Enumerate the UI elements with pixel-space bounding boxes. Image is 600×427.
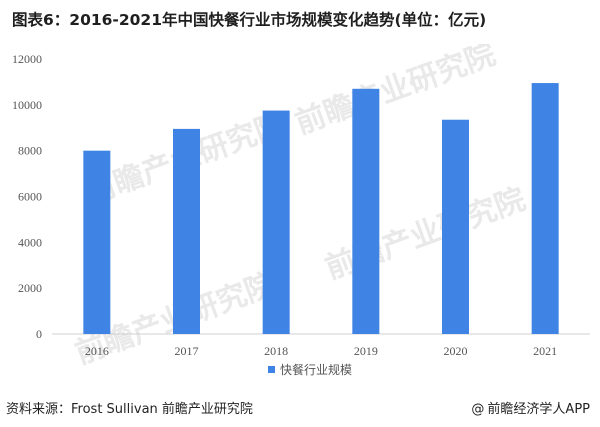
x-tick-label: 2020	[444, 344, 468, 358]
bars-group	[83, 83, 559, 335]
y-tick-label: 2000	[18, 281, 42, 295]
y-tick-label: 4000	[18, 235, 42, 249]
legend: 快餐行业规模	[268, 362, 352, 377]
brand-name: 前瞻经济学人APP	[487, 402, 590, 417]
footer: 资料来源：Frost Sullivan 前瞻产业研究院 @ 前瞻经济学人APP	[6, 398, 590, 418]
bar-2018	[262, 110, 290, 334]
brand-symbol: @	[471, 402, 485, 417]
y-tick-label: 0	[36, 327, 42, 341]
bar-2019	[352, 88, 380, 334]
x-tick-label: 2017	[175, 344, 199, 358]
chart-title: 图表6：2016-2021年中国快餐行业市场规模变化趋势(单位：亿元)	[12, 11, 487, 29]
bar-2020	[442, 119, 469, 335]
y-tick-label: 8000	[18, 144, 42, 158]
x-tick-label: 2016	[85, 344, 109, 358]
x-tick-label: 2021	[533, 344, 557, 358]
bar-2021	[531, 83, 559, 334]
y-tick-label: 10000	[12, 98, 42, 112]
y-tick-label: 6000	[18, 190, 42, 204]
bar-chart: 前瞻产业研究院前瞻产业研究院前瞻产业研究院前瞻产业研究院 02000400060…	[12, 44, 590, 377]
bar-2016	[83, 150, 111, 334]
x-tick-label: 2019	[354, 344, 378, 358]
watermark-text: 前瞻产业研究院	[321, 182, 530, 287]
legend-label: 快餐行业规模	[280, 362, 352, 377]
source-note: 资料来源：Frost Sullivan 前瞻产业研究院	[6, 402, 253, 417]
y-axis: 0 2000 4000 6000 8000 10000 12000	[12, 52, 42, 341]
bar-2017	[173, 128, 200, 334]
x-axis: 2016 2017 2018 2019 2020 2021	[85, 344, 557, 358]
x-tick-label: 2018	[264, 344, 288, 358]
y-tick-label: 12000	[12, 52, 42, 66]
chart-area: 前瞻产业研究院前瞻产业研究院前瞻产业研究院前瞻产业研究院 02000400060…	[0, 44, 600, 399]
legend-swatch	[268, 366, 275, 373]
brand-label: @ 前瞻经济学人APP	[471, 398, 590, 417]
